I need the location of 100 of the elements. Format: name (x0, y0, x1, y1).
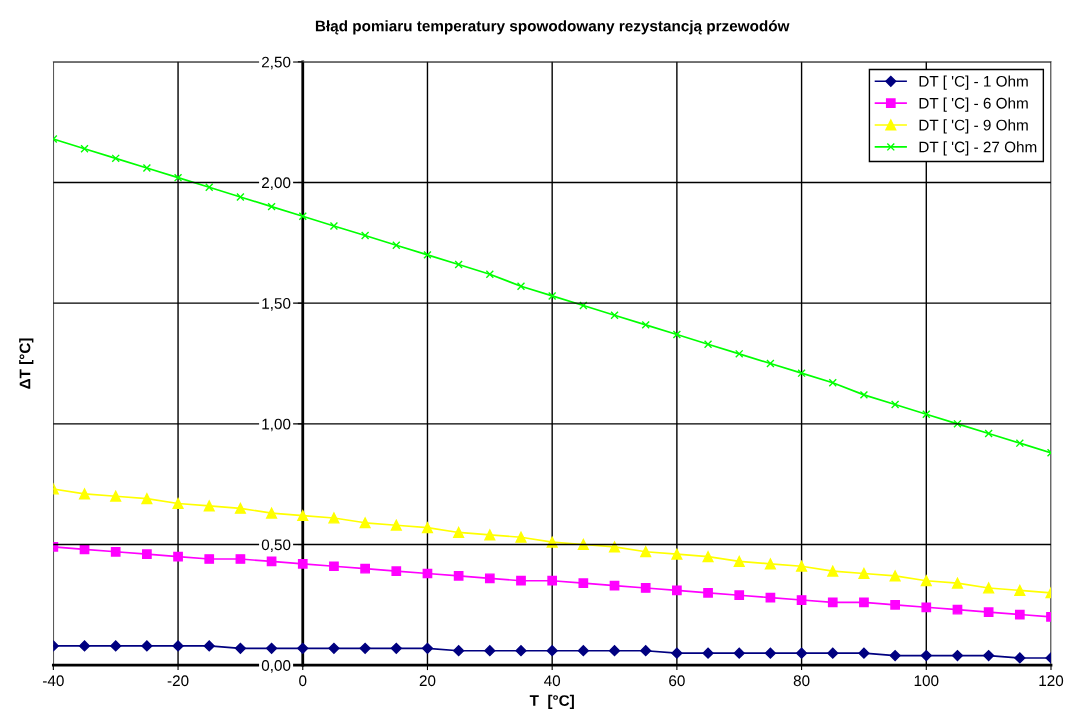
point (110, 490, 122, 502)
point (1014, 584, 1026, 596)
y-tick-label: 0,00 (261, 660, 291, 673)
point (328, 512, 340, 524)
point (515, 645, 527, 657)
point (953, 419, 962, 429)
y-tick-label: 2,00 (261, 177, 291, 190)
legend-label: DT [ 'C] - 27 Ohm (919, 141, 1037, 156)
point (577, 538, 589, 551)
x-tick-label: 40 (544, 675, 561, 687)
y-tick-label: 2,50 (261, 56, 291, 70)
point (890, 600, 900, 610)
point (889, 570, 901, 582)
point (640, 546, 652, 558)
point (235, 554, 246, 564)
point (453, 645, 465, 657)
point (421, 522, 434, 534)
point (359, 517, 371, 529)
point (205, 183, 214, 192)
x-tick-label: 20 (419, 675, 436, 687)
point (641, 320, 650, 330)
point (328, 642, 340, 654)
point (390, 642, 402, 654)
point (546, 536, 558, 548)
point (267, 202, 276, 211)
point (610, 311, 619, 320)
point (484, 529, 496, 541)
point (234, 502, 246, 514)
point (110, 546, 121, 557)
legend-label: DT [ 'C] - 1 Ohm (919, 75, 1028, 90)
point (797, 368, 806, 378)
point (265, 642, 278, 654)
point (234, 642, 247, 654)
point (827, 597, 838, 608)
x-tick-label: -40 (42, 675, 64, 687)
point (142, 549, 152, 560)
point (578, 578, 589, 589)
point (111, 154, 120, 163)
point (764, 647, 777, 659)
point (672, 330, 682, 339)
point (983, 649, 995, 662)
point (735, 349, 744, 359)
legend-label: DT [ 'C] - 9 Ohm (919, 119, 1028, 134)
point (984, 429, 993, 438)
point (922, 410, 931, 419)
point (484, 645, 496, 657)
point (360, 563, 370, 574)
chart-title: Błąd pomiaru temperatury spowodowany rezystancją przewodów (315, 20, 790, 35)
point (733, 647, 745, 659)
point (173, 173, 183, 182)
point (828, 378, 837, 387)
point (391, 566, 402, 576)
point (921, 602, 932, 613)
point (983, 607, 994, 617)
point (78, 488, 91, 500)
point (360, 231, 370, 240)
point (172, 497, 184, 510)
point (702, 551, 714, 563)
point (453, 526, 465, 539)
point (795, 647, 808, 659)
point (827, 565, 839, 577)
point (766, 359, 775, 368)
point (951, 649, 964, 662)
point (110, 640, 122, 652)
point (1014, 652, 1026, 664)
point (203, 500, 215, 512)
point (80, 144, 89, 153)
point (671, 548, 683, 560)
x-tick-label: -20 (167, 675, 189, 687)
point (671, 647, 683, 659)
point (1014, 609, 1025, 620)
y-tick-label: 1,00 (262, 418, 291, 432)
point (703, 587, 713, 598)
point (640, 645, 652, 657)
point (859, 597, 869, 608)
point (266, 507, 278, 519)
point (889, 649, 901, 662)
y-tick-label: 0,50 (261, 539, 291, 553)
point (390, 519, 402, 531)
point (608, 541, 621, 553)
point (423, 250, 432, 260)
point (142, 163, 152, 173)
point (983, 582, 995, 594)
point (734, 590, 745, 601)
point (548, 291, 557, 301)
point (329, 561, 339, 572)
point (516, 575, 526, 586)
point (703, 340, 713, 349)
point (547, 575, 558, 586)
point (733, 555, 745, 567)
point (858, 567, 870, 580)
x-axis-title: T [°C] (529, 694, 574, 709)
point (672, 585, 682, 596)
point (764, 558, 776, 570)
point (796, 560, 808, 572)
point (920, 649, 932, 662)
point (640, 583, 651, 593)
point (421, 642, 434, 654)
point (204, 554, 215, 564)
point (951, 577, 964, 589)
